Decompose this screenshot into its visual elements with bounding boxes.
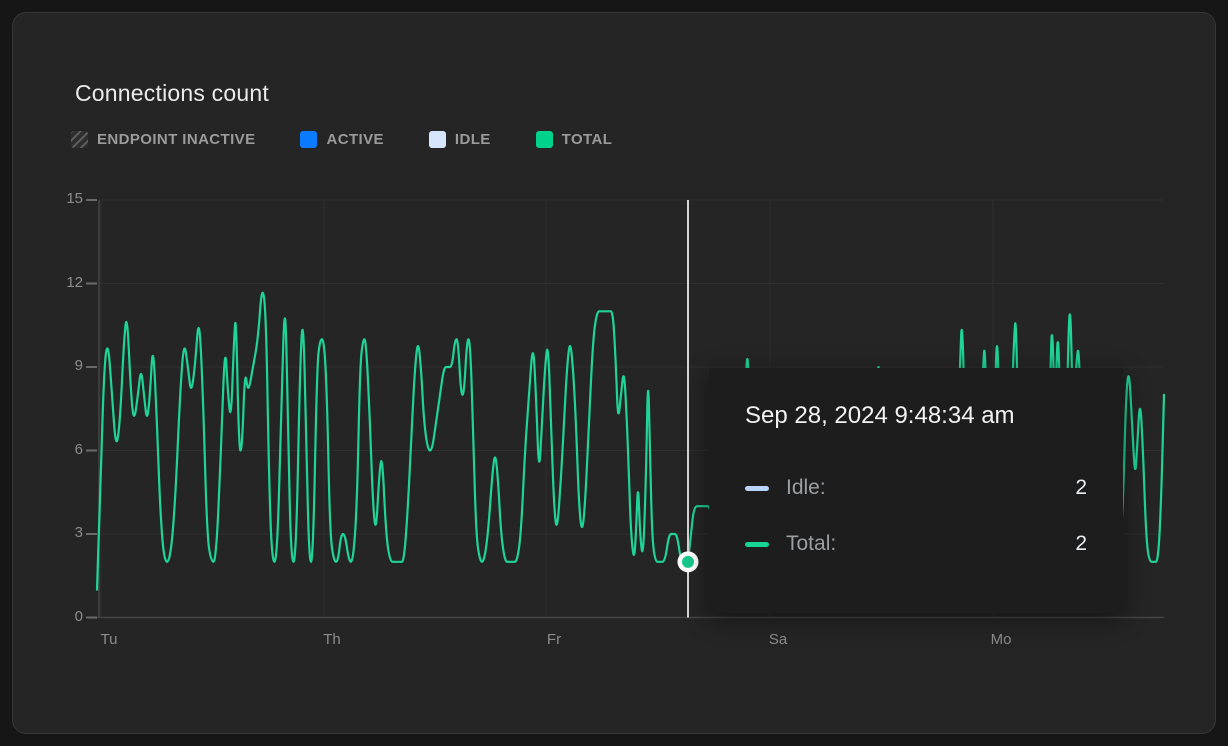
idle-swatch-icon: [428, 131, 446, 148]
tooltip-row-label: Total:: [786, 532, 837, 555]
tooltip-timestamp: Sep 28, 2024 9:48:34 am: [745, 402, 1015, 429]
total-series-line: [95, 291, 1166, 591]
hover-marker-icon: [682, 555, 694, 568]
x-tick-label: Fr: [546, 631, 562, 648]
legend-item-endpoint-inactive[interactable]: ENDPOINT INACTIVE: [71, 131, 255, 148]
y-tick-label: 15: [66, 190, 83, 207]
legend-item-label: ENDPOINT INACTIVE: [97, 131, 256, 148]
active-swatch-icon: [300, 131, 318, 148]
y-tick-label: 9: [74, 357, 83, 374]
y-tick-label: 0: [74, 607, 83, 625]
tooltip-row-value: 2: [1075, 532, 1087, 555]
tooltip-row-label: Idle:: [786, 476, 826, 499]
total-dash-icon: [745, 541, 769, 547]
tooltip-row-total: Total: 2: [745, 528, 1087, 560]
tooltip-row-value: 2: [1075, 476, 1087, 499]
x-tick-label: Th: [323, 631, 341, 648]
legend-item-label: TOTAL: [561, 131, 613, 148]
chart-tooltip: Sep 28, 2024 9:48:34 am Idle: 2 Total: 2: [709, 368, 1123, 613]
total-swatch-icon: [535, 131, 553, 148]
legend-item-idle[interactable]: IDLE: [428, 131, 491, 148]
legend-item-total[interactable]: TOTAL: [535, 131, 613, 148]
legend-item-active[interactable]: ACTIVE: [300, 131, 383, 148]
chart-legend: ENDPOINT INACTIVE ACTIVE IDLE TOTAL: [71, 131, 612, 148]
y-tick-label: 12: [66, 273, 83, 291]
y-tick-label: 6: [74, 440, 83, 458]
y-tick-label: 3: [74, 524, 83, 541]
x-tick-label: Sa: [768, 631, 788, 648]
idle-dash-icon: [745, 485, 769, 491]
x-tick-label: Tu: [100, 631, 118, 648]
legend-item-label: IDLE: [454, 131, 491, 148]
x-tick-label: Mo: [990, 631, 1012, 648]
legend-item-label: ACTIVE: [326, 131, 384, 148]
tooltip-row-idle: Idle: 2: [745, 472, 1087, 504]
card-title: Connections count: [75, 80, 269, 106]
endpoint-inactive-hatched-swatch-icon: [71, 131, 88, 148]
